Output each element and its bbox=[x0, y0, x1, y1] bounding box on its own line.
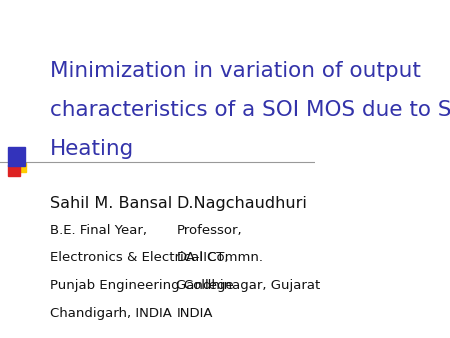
Text: B.E. Final Year,: B.E. Final Year, bbox=[50, 224, 147, 237]
Text: Gandhinagar, Gujarat: Gandhinagar, Gujarat bbox=[176, 279, 320, 292]
Bar bbox=[14, 163, 26, 172]
Text: Chandigarh, INDIA: Chandigarh, INDIA bbox=[50, 307, 172, 320]
Text: DA-IICT,: DA-IICT, bbox=[176, 251, 229, 264]
Text: Heating: Heating bbox=[50, 139, 135, 159]
Bar bbox=[8, 147, 25, 166]
Text: D.Nagchaudhuri: D.Nagchaudhuri bbox=[176, 196, 307, 211]
Text: Minimization in variation of output: Minimization in variation of output bbox=[50, 61, 421, 81]
Text: Professor,: Professor, bbox=[176, 224, 242, 237]
Bar bbox=[8, 165, 20, 176]
Text: characteristics of a SOI MOS due to Self: characteristics of a SOI MOS due to Self bbox=[50, 100, 450, 120]
Text: Sahil M. Bansal: Sahil M. Bansal bbox=[50, 196, 173, 211]
Text: Electronics & Electrical Commn.: Electronics & Electrical Commn. bbox=[50, 251, 263, 264]
Text: INDIA: INDIA bbox=[176, 307, 213, 320]
Text: Punjab Engineering College: Punjab Engineering College bbox=[50, 279, 234, 292]
